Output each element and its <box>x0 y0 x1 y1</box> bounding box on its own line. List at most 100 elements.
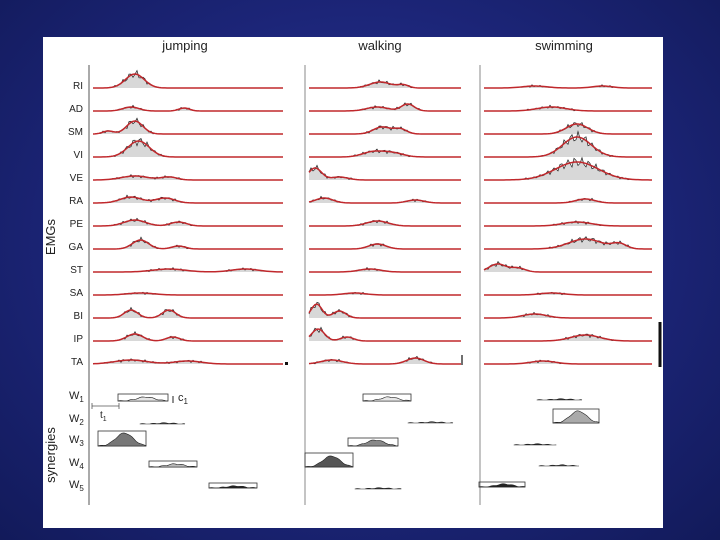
emg-area-sm-walking <box>309 125 461 134</box>
muscle-label-ga: GA <box>69 242 84 253</box>
synergy-wave-w1-walking <box>362 396 412 402</box>
emg-area-ip-jumping <box>93 331 283 341</box>
column-title-jumping: jumping <box>161 38 208 53</box>
emg-area-ra-walking <box>309 196 461 203</box>
emg-fit-ta-swimming <box>483 360 652 365</box>
synergy-label-w4: W4 <box>69 457 84 471</box>
muscle-label-vi: VI <box>74 150 83 161</box>
muscle-label-sa: SA <box>70 288 84 299</box>
emg-area-sm-jumping <box>93 118 283 134</box>
emg-fit-sm-jumping <box>92 120 283 135</box>
synergy-label-w3: W3 <box>69 434 84 448</box>
synergy-wave-w5-walking <box>354 487 402 490</box>
emg-group-label: EMGs <box>43 218 58 255</box>
synergy-wave-w3-jumping <box>97 432 147 447</box>
synergy-wave-w2-jumping <box>139 422 186 425</box>
muscle-label-ad: AD <box>69 104 83 115</box>
figure-panel: jumping walking swimming EMGs synergies … <box>43 37 663 528</box>
synergy-wave-w1-swimming <box>536 398 583 401</box>
emg-area-bi-jumping <box>93 307 283 318</box>
emg-fit-ga-jumping <box>93 239 283 250</box>
emg-fit-pe-walking <box>309 220 461 227</box>
emg-fit-ad-jumping <box>92 106 283 112</box>
column-title-swimming: swimming <box>535 38 593 53</box>
synergy-wave-w5-swimming <box>478 483 526 488</box>
muscle-label-ra: RA <box>69 196 83 207</box>
emg-area-ra-jumping <box>93 195 283 203</box>
column-title-walking: walking <box>357 38 401 53</box>
emg-fit-vi-walking <box>309 150 461 158</box>
synergy-labels: W1 W2 W3 W4 W5 <box>69 390 84 493</box>
muscle-label-pe: PE <box>70 219 84 230</box>
emg-fit-ri-swimming <box>483 85 653 89</box>
muscle-label-ta: TA <box>71 357 83 368</box>
emg-fit-ra-swimming <box>484 198 652 204</box>
emg-fit-pe-swimming <box>484 221 653 227</box>
synergy-wave-w3-walking <box>347 439 399 447</box>
emg-area-bi-walking <box>309 302 461 318</box>
emg-fit-ad-swimming <box>483 106 652 112</box>
emg-fit-bi-jumping <box>93 309 283 319</box>
synergy-wave-w3-swimming <box>513 443 557 446</box>
muscle-label-ip: IP <box>74 334 84 345</box>
muscle-labels: RI AD SM VI VE RA PE GA ST SA BI IP TA <box>68 81 83 368</box>
synergy-wave-w4-swimming <box>538 464 579 467</box>
synergy-waveforms <box>97 393 600 490</box>
synergy-wave-w4-walking <box>304 455 354 468</box>
synergy-label-w1: W1 <box>69 390 84 404</box>
emg-area-ve-jumping <box>93 174 283 180</box>
emg-fit-ip-jumping <box>92 333 283 342</box>
scale-mark-jumping <box>285 362 288 365</box>
amplitude-label: c1 <box>178 392 189 406</box>
synergy-wave-w1-jumping <box>117 396 169 402</box>
emg-synergy-figure: jumping walking swimming EMGs synergies … <box>43 38 662 505</box>
emg-fit-ga-swimming <box>484 238 653 250</box>
emg-fit-vi-swimming <box>484 136 653 158</box>
emg-area-sa-walking <box>309 292 461 295</box>
emg-area-vi-walking <box>309 149 461 157</box>
emg-area-st-jumping <box>93 267 283 272</box>
emg-fit-ta-walking <box>308 357 462 365</box>
muscle-label-st: ST <box>70 265 83 276</box>
synergy-wave-w2-walking <box>407 421 454 424</box>
emg-fit-ve-jumping <box>92 175 283 181</box>
emg-area-bi-swimming <box>484 312 653 318</box>
emg-area-vi-swimming <box>484 131 653 157</box>
emg-area-pe-jumping <box>93 218 283 226</box>
onset-label: t1 <box>100 410 107 423</box>
emg-area-pe-walking <box>309 220 461 226</box>
emg-fit-pe-jumping <box>92 219 283 227</box>
synergy-wave-w4-jumping <box>148 463 198 468</box>
emg-area-st-swimming <box>484 261 653 272</box>
emg-area-ad-walking <box>309 102 461 111</box>
emg-fit-sa-swimming <box>484 292 652 296</box>
emg-fit-ta-jumping <box>92 359 283 365</box>
emg-fit-ra-jumping <box>92 196 283 204</box>
emg-fit-ri-jumping <box>92 73 283 89</box>
emg-fit-vi-jumping <box>92 140 283 158</box>
emg-area-ip-swimming <box>484 334 653 341</box>
muscle-label-sm: SM <box>68 127 83 138</box>
emg-fit-sm-swimming <box>484 123 652 135</box>
emg-fit-sm-walking <box>309 126 461 135</box>
synergy-wave-w2-swimming <box>552 410 600 424</box>
emg-fit-st-swimming <box>483 263 652 273</box>
synergies-group-label: synergies <box>43 427 58 483</box>
emg-fit-st-jumping <box>92 268 284 273</box>
emg-area-sm-swimming <box>484 122 653 134</box>
emg-area-ri-walking <box>309 79 461 88</box>
synergy-label-w2: W2 <box>69 413 84 427</box>
muscle-label-ve: VE <box>70 173 84 184</box>
emg-fit-ve-swimming <box>483 161 653 181</box>
emg-area-ad-swimming <box>484 105 653 111</box>
muscle-label-ri: RI <box>73 81 83 92</box>
emg-fit-bi-swimming <box>483 313 652 319</box>
emg-fit-ad-walking <box>309 103 461 112</box>
emg-fit-bi-walking <box>308 303 461 319</box>
emg-area-ri-jumping <box>93 70 283 88</box>
emg-fit-ve-walking <box>308 167 461 181</box>
emg-fit-ga-walking <box>309 243 461 250</box>
emg-area-sa-jumping <box>93 292 283 295</box>
emg-fit-sa-walking <box>308 292 461 296</box>
